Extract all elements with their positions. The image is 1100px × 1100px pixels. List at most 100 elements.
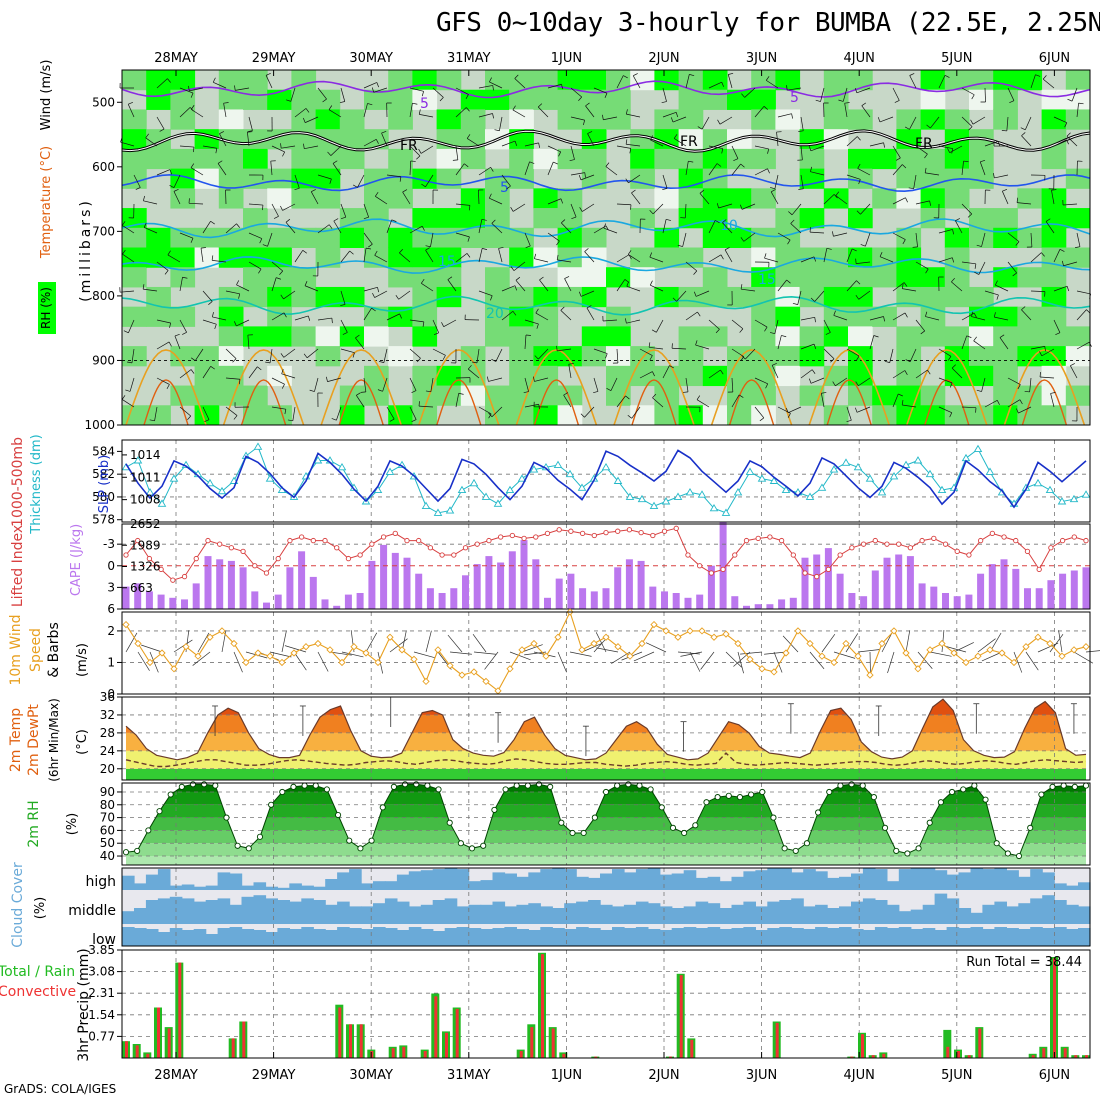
thickness-point bbox=[529, 465, 539, 473]
cloud-cell-middle bbox=[982, 904, 995, 924]
rh-patch bbox=[1065, 247, 1091, 268]
y-tick-label: 0 bbox=[107, 687, 115, 701]
wind-barb bbox=[452, 159, 458, 161]
rh-patch bbox=[267, 168, 292, 189]
rh-patch bbox=[848, 70, 873, 91]
wind-barb bbox=[265, 75, 273, 89]
wind-barb bbox=[938, 348, 952, 357]
wind-barb bbox=[833, 232, 848, 237]
wind-barb bbox=[1020, 127, 1026, 131]
wind-barb bbox=[328, 224, 333, 229]
rh-patch bbox=[1041, 326, 1067, 347]
legend-convective: Convective bbox=[0, 984, 76, 1000]
cloud-cell-high bbox=[946, 874, 960, 890]
wind-barb bbox=[720, 369, 724, 375]
wind-barb bbox=[478, 189, 480, 205]
wind-barb bbox=[340, 348, 355, 354]
wind-barb bbox=[708, 369, 721, 379]
wind-barb bbox=[963, 160, 969, 163]
wind-barb bbox=[236, 223, 240, 228]
wind-barb bbox=[741, 288, 756, 292]
wind-barb bbox=[740, 237, 745, 242]
wind-barb bbox=[200, 247, 207, 249]
wind-barb bbox=[973, 340, 986, 350]
x-tick-label: 6JUN bbox=[1039, 1068, 1070, 1083]
rh-patch bbox=[1041, 188, 1067, 209]
wind-barb bbox=[418, 109, 421, 115]
wind-barb bbox=[190, 167, 204, 176]
rh-point bbox=[346, 837, 353, 844]
lifted-index-point bbox=[697, 563, 703, 569]
lifted-index-point bbox=[228, 545, 235, 551]
wind-speed-point bbox=[818, 652, 826, 660]
wind-barb bbox=[744, 87, 756, 98]
rh-patch bbox=[122, 109, 147, 130]
wind-barb bbox=[719, 116, 733, 125]
cloud-cell-low bbox=[253, 930, 267, 946]
wind-barb bbox=[798, 130, 804, 132]
rh-patch bbox=[291, 326, 317, 347]
cape-bar bbox=[216, 559, 224, 609]
lifted-index-point bbox=[404, 537, 410, 544]
wind-barb bbox=[825, 332, 831, 335]
cloud-cell-middle bbox=[193, 901, 207, 924]
left-axis-label: Lifted Index bbox=[10, 525, 26, 607]
cloud-cell-high bbox=[408, 871, 422, 890]
wind-barb bbox=[809, 651, 825, 670]
wind-barb bbox=[399, 313, 402, 319]
wind-barb bbox=[286, 99, 292, 102]
precip-convective-bar bbox=[871, 1055, 875, 1058]
cloud-cell-middle bbox=[576, 901, 589, 924]
y-axis-label: (millibars) bbox=[78, 198, 94, 302]
wind-speed-point bbox=[914, 665, 922, 673]
precip-convective-bar bbox=[967, 1055, 971, 1058]
cloud-cell-low bbox=[145, 929, 159, 946]
rh-point bbox=[614, 782, 621, 789]
rh-patch bbox=[848, 168, 873, 189]
rh-patch bbox=[339, 326, 365, 347]
rh-patch bbox=[1017, 405, 1043, 426]
wind-barb bbox=[810, 297, 815, 302]
isotherm-line bbox=[222, 349, 305, 426]
cape-bar bbox=[579, 588, 587, 609]
wind-barb bbox=[458, 392, 464, 395]
isotherm-line bbox=[533, 379, 580, 426]
wind-barb bbox=[967, 213, 972, 218]
wind-barb bbox=[810, 171, 825, 176]
wind-barb bbox=[455, 145, 459, 160]
cloud-cell-low bbox=[970, 927, 984, 946]
rh-patch bbox=[702, 148, 728, 170]
wind-barb bbox=[409, 145, 421, 157]
wind-barb bbox=[1045, 221, 1055, 234]
wind-speed-point bbox=[686, 627, 694, 635]
cloud-cell-low bbox=[193, 929, 207, 946]
cloud-cell-high bbox=[253, 882, 267, 890]
wind-barb bbox=[994, 316, 1009, 321]
cloud-cell-middle bbox=[456, 906, 470, 924]
wind-barb bbox=[855, 381, 859, 386]
wind-barb bbox=[225, 223, 237, 234]
wind-barb bbox=[846, 419, 852, 423]
rh-patch bbox=[170, 227, 196, 248]
wind-barb bbox=[764, 651, 787, 655]
wind-barb bbox=[832, 231, 834, 237]
wind-barb bbox=[1002, 188, 1008, 192]
wind-barb bbox=[281, 384, 285, 389]
wind-barb bbox=[905, 630, 911, 653]
precip-convective-bar bbox=[669, 1056, 672, 1058]
cape-bar bbox=[836, 573, 844, 609]
rh-patch bbox=[896, 109, 922, 130]
wind-barb bbox=[1018, 406, 1032, 414]
wind-barb bbox=[774, 319, 779, 334]
wind-barb bbox=[625, 178, 629, 184]
cape-bar bbox=[508, 551, 516, 609]
cloud-cell-high bbox=[289, 883, 302, 890]
rh-patch bbox=[581, 109, 607, 130]
cloud-cell-low bbox=[552, 928, 565, 946]
cape-bar bbox=[544, 597, 551, 609]
wind-barb bbox=[1030, 74, 1036, 89]
wind-barb bbox=[282, 151, 285, 157]
lifted-index-point bbox=[451, 552, 457, 558]
wind-barb bbox=[1063, 261, 1078, 267]
wind-speed-point bbox=[410, 655, 418, 663]
